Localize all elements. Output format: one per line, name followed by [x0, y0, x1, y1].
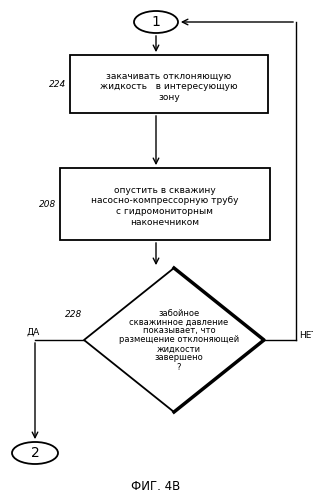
Text: завершено: завершено: [155, 353, 203, 362]
Text: 228: 228: [65, 310, 82, 319]
Ellipse shape: [134, 11, 178, 33]
Text: ДА: ДА: [26, 327, 40, 336]
Ellipse shape: [12, 442, 58, 464]
Text: 1: 1: [151, 15, 161, 29]
Text: насосно-компрессорную трубу: насосно-компрессорную трубу: [91, 196, 239, 205]
Text: зону: зону: [158, 92, 180, 101]
Text: ФИГ. 4В: ФИГ. 4В: [131, 480, 181, 493]
Text: жидкость   в интересующую: жидкость в интересующую: [100, 81, 238, 90]
Text: забойное: забойное: [158, 308, 200, 317]
Text: жидкости: жидкости: [157, 344, 201, 353]
Text: с гидромониторным: с гидромониторным: [116, 207, 213, 216]
Text: закачивать отклоняющую: закачивать отклоняющую: [106, 71, 232, 80]
Text: 2: 2: [31, 446, 39, 460]
Bar: [60, 168, 270, 240]
Text: наконечником: наконечником: [131, 218, 200, 227]
Text: НЕТ: НЕТ: [299, 330, 313, 339]
Text: ?: ?: [177, 362, 181, 371]
Text: 224: 224: [49, 79, 66, 88]
Bar: [70, 55, 268, 113]
Text: размещение отклоняющей: размещение отклоняющей: [119, 335, 239, 344]
Text: показывает, что: показывает, что: [143, 326, 215, 335]
Text: 208: 208: [39, 200, 56, 209]
Text: скважинное давление: скважинное давление: [129, 317, 228, 326]
Text: опустить в скважину: опустить в скважину: [114, 186, 216, 195]
